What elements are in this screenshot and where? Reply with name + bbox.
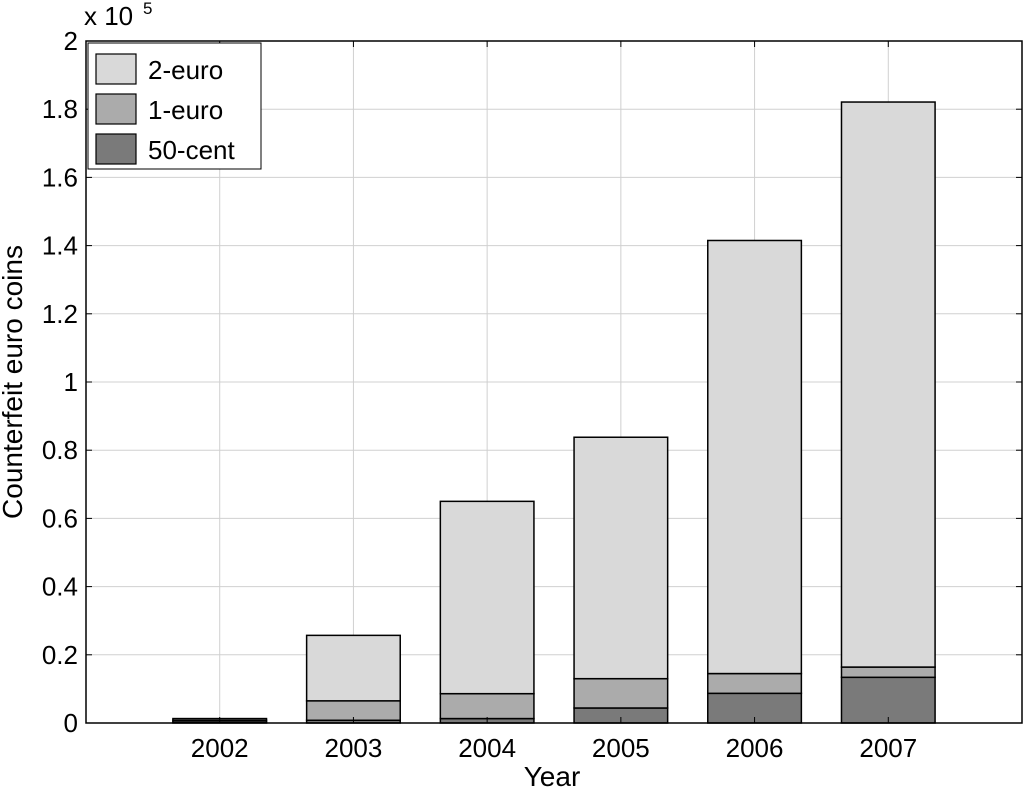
legend-label-1-euro: 1-euro <box>148 95 223 125</box>
bar-segment-2-euro <box>573 436 669 680</box>
legend-label-50-cent: 50-cent <box>148 135 235 165</box>
x-tick-label: 2002 <box>191 733 249 763</box>
y-tick-label: 0.2 <box>42 640 78 670</box>
x-tick-label: 2003 <box>325 733 383 763</box>
y-multiplier-label: x 10 <box>84 1 133 31</box>
y-tick-label: 1.6 <box>42 162 78 192</box>
y-multiplier-exponent: 5 <box>143 0 152 18</box>
y-tick-label: 2 <box>64 26 78 56</box>
bar-segment-2-euro <box>707 239 803 675</box>
x-ticks-layer: 2002 2003 2004 2005 2006 2007 <box>191 41 917 763</box>
y-tick-label: 0 <box>64 708 78 738</box>
y-ticks-layer: 0 0.2 0.4 0.6 0.8 1 1.2 1.4 1.6 1.8 2 <box>42 26 1022 738</box>
bar-segment-2-euro <box>305 634 401 702</box>
y-tick-label: 0.6 <box>42 503 78 533</box>
bar-segment-1-euro <box>840 666 936 679</box>
y-tick-label: 1.8 <box>42 94 78 124</box>
bars-layer <box>172 101 936 724</box>
legend: 2-euro 1-euro 50-cent <box>87 42 262 170</box>
legend-swatch-50-cent <box>95 133 137 165</box>
y-tick-label: 1.4 <box>42 231 78 261</box>
bar-segment-1-euro <box>707 672 803 695</box>
legend-swatch-1-euro <box>95 93 137 125</box>
x-tick-label: 2004 <box>458 733 516 763</box>
x-axis-label: Year <box>524 761 581 789</box>
y-tick-label: 0.4 <box>42 572 78 602</box>
y-axis-label: Counterfeit euro coins <box>0 245 28 519</box>
bar-segment-2-euro <box>840 101 936 668</box>
legend-swatch-2-euro <box>95 53 137 85</box>
bar-segment-1-euro <box>573 677 669 709</box>
y-tick-label: 1.2 <box>42 299 78 329</box>
x-tick-label: 2006 <box>726 733 784 763</box>
x-tick-label: 2005 <box>592 733 650 763</box>
legend-label-2-euro: 2-euro <box>148 55 223 85</box>
x-tick-label: 2007 <box>859 733 917 763</box>
y-tick-label: 1 <box>64 367 78 397</box>
bar-segment-50-cent <box>840 676 936 724</box>
bar-segment-1-euro <box>439 692 535 720</box>
y-tick-label: 0.8 <box>42 435 78 465</box>
bar-segment-2-euro <box>439 500 535 695</box>
